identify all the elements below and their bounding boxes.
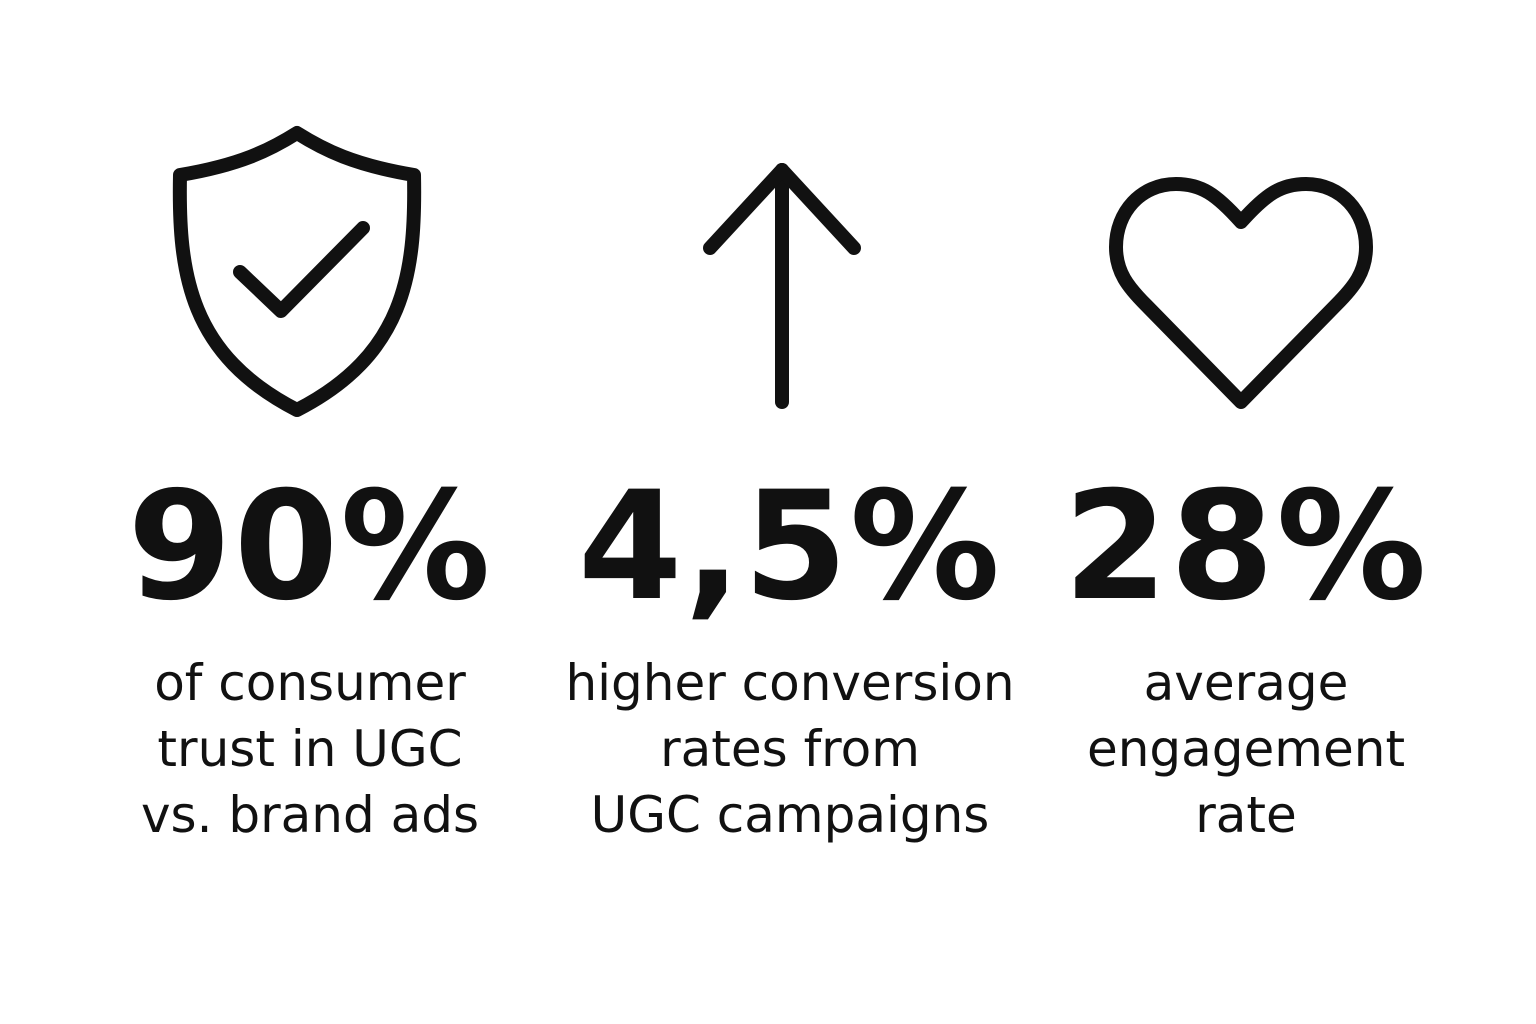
stat-value: 4,5% [577,460,1002,634]
description-line: of consumer [154,654,466,712]
description-line: higher conversion [565,654,1015,712]
stat-value: 28% [1063,460,1429,634]
stat-description: of consumer trust in UGC vs. brand ads [60,650,560,848]
description-line: engagement [1086,720,1406,778]
stat-description: average engagement rate [996,650,1496,848]
description-line: vs. brand ads [140,786,480,844]
description-line: UGC campaigns [590,786,990,844]
stat-value: 90% [127,460,493,634]
stat-description: higher conversion rates from UGC campaig… [540,650,1040,848]
heart-icon [1106,172,1376,417]
description-line: trust in UGC [157,720,463,778]
description-line: rate [1195,786,1297,844]
description-line: rates from [660,720,920,778]
description-line: average [1143,654,1349,712]
arrow-up-icon [700,158,865,413]
shield-check-icon [170,125,430,420]
